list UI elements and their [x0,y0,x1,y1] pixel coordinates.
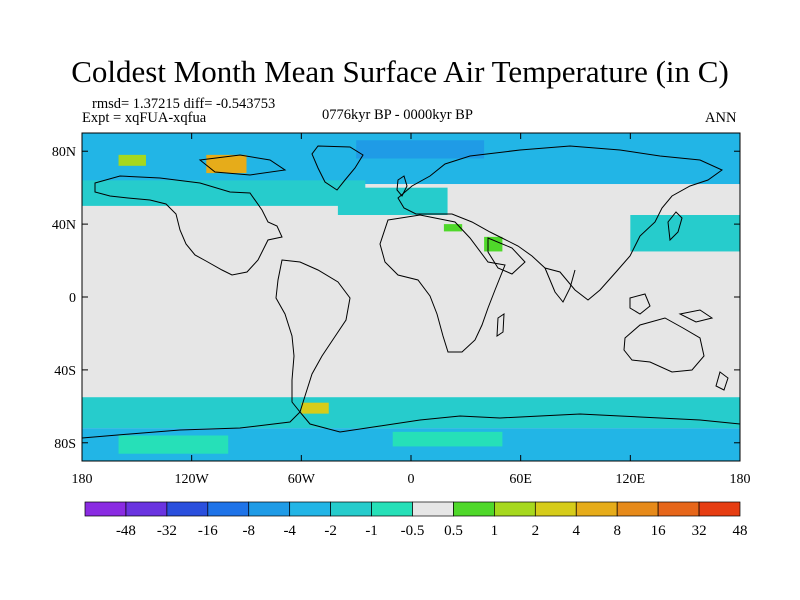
coastline-eurasia [397,145,723,301]
colorbar-label-7: -0.5 [401,523,425,539]
anomaly-region-2 [337,187,448,215]
y-tick-label-2: 0 [69,291,76,306]
y-tick-label-3: 40S [54,364,76,379]
colorbar-label-12: 8 [613,523,621,539]
experiment-label: Expt = xqFUA-xqfua [82,110,207,126]
stats-text: rmsd= 1.37215 diff= -0.543753 [92,96,276,112]
x-tick-label-0: 180 [72,472,93,487]
y-tick-label-1: 40N [52,218,76,233]
x-tick-label-2: 60W [288,472,316,487]
colorbar-swatch-3 [207,501,250,517]
colorbar: -48 -32 -16 -8 -4 -2 -1 -0.5 0.5 1 2 4 8 16 32 48 [84,501,748,539]
colorbar-label-15: 48 [733,523,748,539]
coastline-africa [379,214,506,353]
coastline-arctic-islands [198,154,287,176]
anomaly-region-10 [206,154,247,174]
coastline-borneo [629,293,651,315]
coastline-new-guinea [678,309,714,323]
colorbar-label-8: 0.5 [444,523,463,539]
x-tick-label-1: 120W [175,472,210,487]
colorbar-swatch-12 [575,501,618,517]
colorbar-swatch-6 [330,501,372,517]
anomaly-region-9 [118,154,146,166]
colorbar-label-10: 2 [532,523,540,539]
y-tick-label-4: 80S [54,437,76,452]
season-label: ANN [705,110,737,126]
colorbar-label-6: -1 [365,523,378,539]
anomaly-region-3 [356,140,485,159]
anomaly-region-12 [484,236,503,252]
coastline-japan [667,211,683,242]
period-label: 0776kyr BP - 0000kyr BP [322,107,473,123]
colorbar-label-1: -32 [157,523,177,539]
colorbar-label-9: 1 [491,523,499,539]
colorbar-swatch-5 [289,501,331,517]
colorbar-label-2: -16 [198,523,218,539]
colorbar-swatch-11 [534,501,577,517]
colorbar-label-5: -2 [324,523,337,539]
map-title: Coldest Month Mean Surface Air Temperatu… [71,54,729,89]
coastline-britain [396,175,408,197]
coastline-australia [623,317,705,373]
colorbar-swatch-8 [412,501,454,517]
x-tick-label-3: 0 [408,472,415,487]
coastline-arabia [487,237,526,275]
anomaly-region-1 [82,180,366,206]
colorbar-swatch-9 [453,501,495,517]
colorbar-label-14: 32 [692,523,707,539]
coastline-new-zealand [715,371,729,391]
colorbar-swatch-0 [84,501,127,517]
axis-ticks: 180 120W 60W 0 60E 120E 180 80N 40N 0 40S 80S [52,133,751,487]
x-tick-label-6: 180 [730,472,751,487]
colorbar-swatch-13 [616,501,659,517]
coastlines [81,145,741,439]
anomaly-region-13 [443,224,463,232]
coastline-antarctica [81,411,741,439]
colorbar-label-4: -4 [283,523,296,539]
colorbar-swatch-7 [371,501,413,517]
coastline-india [544,267,576,303]
colorbar-label-0: -48 [116,523,136,539]
x-tick-label-5: 120E [616,472,646,487]
coastline-madagascar [496,313,505,337]
colorbar-swatch-2 [166,501,209,517]
x-tick-label-4: 60E [509,472,532,487]
coastline-north-america [94,175,283,276]
anomaly-region-4 [630,215,740,252]
y-tick-label-0: 80N [52,145,76,160]
colorbar-label-13: 16 [651,523,667,539]
coastline-south-america [275,259,351,414]
colorbar-label-3: -8 [243,523,256,539]
coastline-greenland [311,145,364,191]
colorbar-swatch-4 [248,501,291,517]
colorbar-swatch-1 [125,501,168,517]
anomaly-region-11 [301,402,329,414]
anomaly-region-5 [82,397,740,429]
anomaly-region-7 [118,435,229,454]
colorbar-swatch-10 [494,501,536,517]
anomaly-region-8 [392,431,503,447]
colorbar-label-11: 4 [573,523,581,539]
colorbar-swatch-15 [698,501,741,517]
colorbar-swatch-14 [657,501,700,517]
map-area [81,132,741,462]
